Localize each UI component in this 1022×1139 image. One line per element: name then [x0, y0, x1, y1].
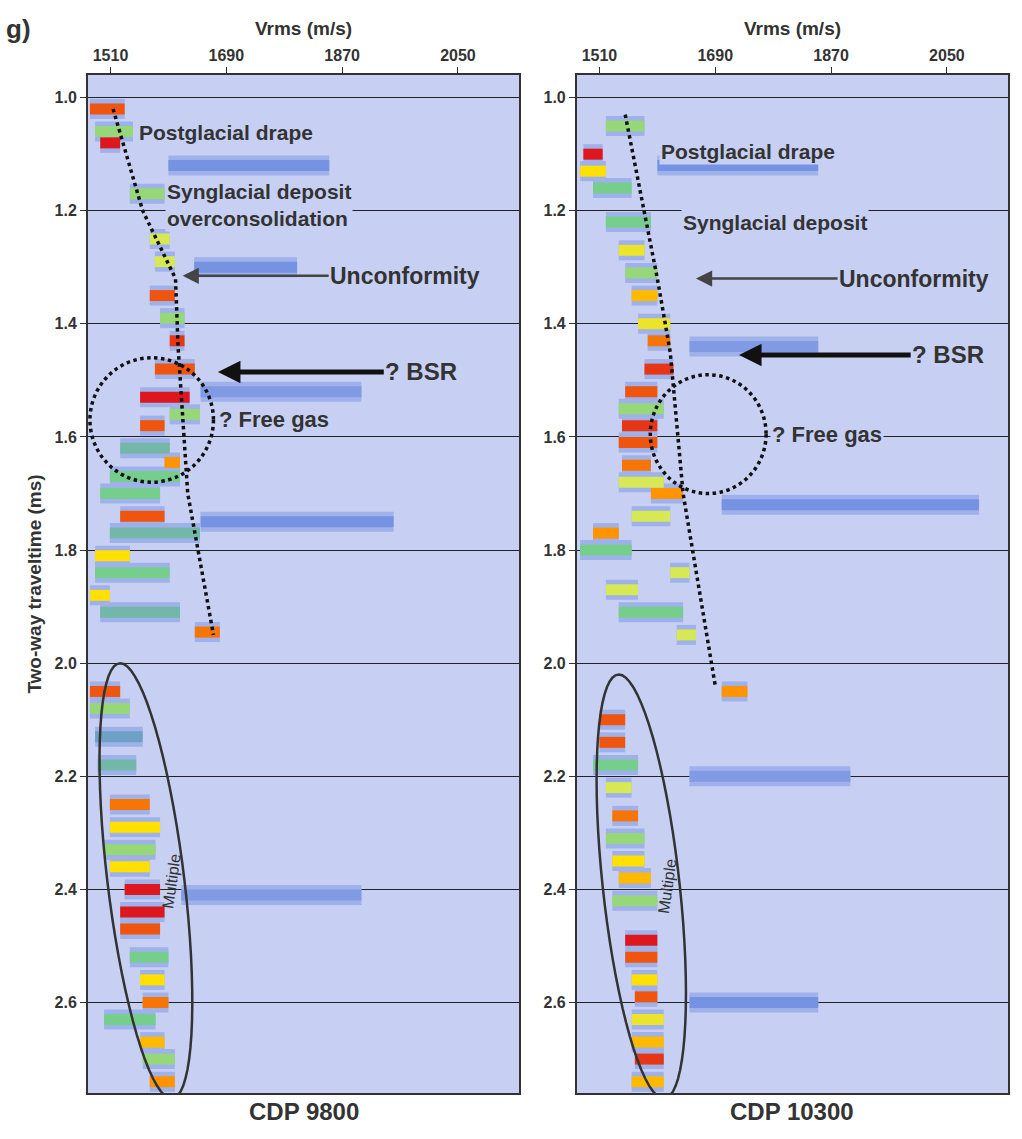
svg-text:1.4: 1.4 [55, 315, 77, 332]
svg-text:Multiple: Multiple [655, 858, 680, 915]
svg-text:Two-way traveltime (ms): Two-way traveltime (ms) [24, 474, 45, 693]
svg-text:? BSR: ? BSR [912, 341, 984, 368]
svg-text:Unconformity: Unconformity [839, 266, 989, 292]
svg-text:2050: 2050 [440, 47, 476, 64]
svg-text:2.0: 2.0 [543, 655, 565, 672]
svg-text:1510: 1510 [582, 47, 618, 64]
svg-text:Vrms (m/s): Vrms (m/s) [744, 18, 841, 39]
svg-text:? Free gas: ? Free gas [219, 407, 329, 432]
svg-text:1690: 1690 [697, 47, 733, 64]
svg-text:2.4: 2.4 [543, 881, 565, 898]
svg-text:Postglacial drape: Postglacial drape [661, 140, 835, 163]
svg-text:1.4: 1.4 [543, 315, 565, 332]
svg-text:1.0: 1.0 [55, 89, 77, 106]
svg-text:1.0: 1.0 [543, 89, 565, 106]
svg-text:g): g) [6, 14, 31, 44]
svg-text:2.4: 2.4 [55, 881, 77, 898]
svg-text:1.6: 1.6 [543, 429, 565, 446]
svg-text:2.2: 2.2 [543, 768, 565, 785]
svg-text:1510: 1510 [93, 47, 129, 64]
svg-text:1690: 1690 [209, 47, 245, 64]
svg-text:1870: 1870 [324, 47, 360, 64]
svg-text:1870: 1870 [813, 47, 849, 64]
svg-text:? Free gas: ? Free gas [772, 422, 882, 447]
svg-text:2.2: 2.2 [55, 768, 77, 785]
svg-text:Synglacial depositoverconsolid: Synglacial depositoverconsolidation [167, 180, 351, 230]
svg-text:1.2: 1.2 [55, 202, 77, 219]
svg-text:1.2: 1.2 [543, 202, 565, 219]
svg-text:1.6: 1.6 [55, 429, 77, 446]
svg-text:CDP 10300: CDP 10300 [730, 1098, 854, 1125]
svg-text:? BSR: ? BSR [385, 358, 457, 385]
svg-text:2.6: 2.6 [55, 994, 77, 1011]
svg-text:2.0: 2.0 [55, 655, 77, 672]
svg-text:1.8: 1.8 [55, 542, 77, 559]
svg-text:2050: 2050 [929, 47, 965, 64]
svg-text:Multiple: Multiple [159, 853, 184, 910]
svg-text:1.8: 1.8 [543, 542, 565, 559]
svg-text:CDP 9800: CDP 9800 [249, 1098, 359, 1125]
svg-text:Unconformity: Unconformity [330, 263, 480, 289]
svg-text:Postglacial drape: Postglacial drape [139, 121, 313, 144]
svg-text:Synglacial deposit: Synglacial deposit [683, 211, 867, 234]
svg-text:Vrms (m/s): Vrms (m/s) [255, 18, 352, 39]
svg-text:2.6: 2.6 [543, 994, 565, 1011]
